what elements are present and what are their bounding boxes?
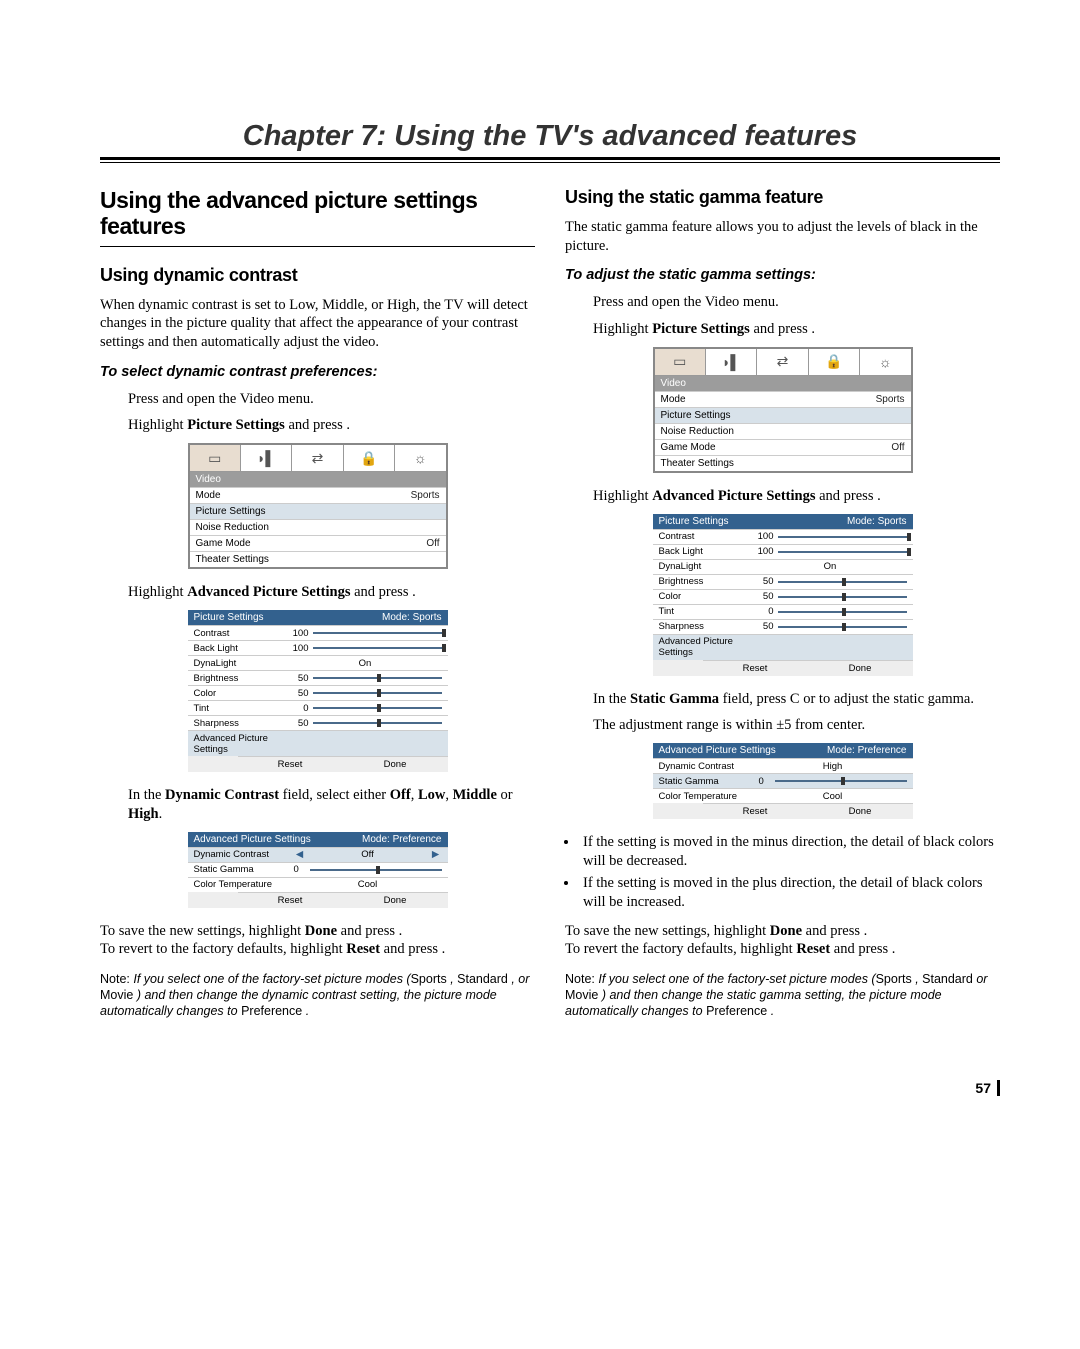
sg-save: To save the new settings, highlight Done… [565, 922, 1000, 959]
settings-row: Brightness50 [653, 574, 913, 589]
tab-audio-icon: ◗▌ [241, 445, 292, 471]
adv-row: Color TemperatureCool [653, 788, 913, 803]
sg-step2: Highlight Picture Settings and press . [593, 320, 1000, 339]
menu-row: ModeSports [190, 487, 446, 503]
settings-row: DynaLightOn [188, 655, 448, 670]
dc-step1: Press and open the Video menu. [128, 390, 535, 409]
adv-settings-2: Advanced Picture SettingsMode: Preferenc… [653, 743, 913, 819]
sg-step3: Highlight Advanced Picture Settings and … [593, 487, 1000, 506]
settings-row: Color50 [653, 589, 913, 604]
sg-note: Note: If you select one of the factory-s… [565, 971, 1000, 1020]
adv-row: Color TemperatureCool [188, 877, 448, 892]
dc-step2: Highlight Picture Settings and press . [128, 416, 535, 435]
tab-setup-icon: ⇄ [757, 349, 808, 375]
menu-row: Game ModeOff [190, 535, 446, 551]
done-btn: Done [343, 892, 448, 908]
settings-row: Brightness50 [188, 670, 448, 685]
picture-settings-1: Picture SettingsMode: Sports Contrast100… [188, 610, 448, 772]
done-btn: Done [808, 660, 913, 676]
ps-header: Picture SettingsMode: Sports [653, 514, 913, 529]
rule-thin [100, 162, 1000, 163]
menu-row: Picture Settings [190, 503, 446, 519]
sg-h3: To adjust the static gamma settings: [565, 267, 1000, 283]
dc-note: Note: If you select one of the factory-s… [100, 971, 535, 1020]
ps-header: Picture SettingsMode: Sports [188, 610, 448, 625]
menu-row: Theater Settings [655, 455, 911, 471]
ps-footer: Reset Done [188, 756, 448, 772]
sg-bul2: If the setting is moved in the plus dire… [579, 874, 1000, 911]
tab-gear-icon: ☼ [395, 445, 445, 471]
h1-underline [100, 246, 535, 247]
sg-step4: In the Static Gamma field, press C or to… [593, 690, 1000, 709]
sg-intro: The static gamma feature allows you to a… [565, 218, 1000, 255]
adv-row: Dynamic Contrast◀Off▶ [188, 847, 448, 862]
settings-row: Sharpness50 [188, 715, 448, 730]
settings-row: Tint0 [188, 700, 448, 715]
adv-footer: Reset Done [653, 803, 913, 819]
adv-header: Advanced Picture SettingsMode: Preferenc… [653, 743, 913, 758]
left-h1: Using the advanced picture settings feat… [100, 187, 535, 240]
reset-btn: Reset [703, 803, 808, 819]
aps-row: Advanced Picture Settings [188, 730, 448, 756]
menu-row: Game ModeOff [655, 439, 911, 455]
reset-btn: Reset [238, 892, 343, 908]
tab-gear-icon: ☼ [860, 349, 910, 375]
adv-row: Static Gamma0 [188, 862, 448, 877]
tab-setup-icon: ⇄ [292, 445, 343, 471]
adv-header: Advanced Picture SettingsMode: Preferenc… [188, 832, 448, 847]
picture-settings-2: Picture SettingsMode: Sports Contrast100… [653, 514, 913, 676]
sg-step1: Press and open the Video menu. [593, 293, 1000, 312]
chapter-title: Chapter 7: Using the TV's advanced featu… [100, 120, 1000, 153]
left-column: Using the advanced picture settings feat… [100, 187, 535, 1020]
settings-row: Color50 [188, 685, 448, 700]
dc-step4: In the Dynamic Contrast field, select ei… [128, 786, 535, 824]
rule-thick [100, 157, 1000, 160]
menu-row: Noise Reduction [190, 519, 446, 535]
video-menu-1: ▭ ◗▌ ⇄ 🔒 ☼ Video ModeSportsPicture Setti… [188, 443, 448, 569]
adv-row: Static Gamma0 [653, 773, 913, 788]
done-btn: Done [808, 803, 913, 819]
menu-tabs: ▭ ◗▌ ⇄ 🔒 ☼ [655, 349, 911, 376]
menu-row: Picture Settings [655, 407, 911, 423]
settings-row: Contrast100 [653, 529, 913, 544]
aps-row: Advanced Picture Settings [653, 634, 913, 660]
sg-range: The adjustment range is within ±5 from c… [593, 716, 1000, 735]
right-column: Using the static gamma feature The stati… [565, 187, 1000, 1020]
tab-lock-icon: 🔒 [809, 349, 860, 375]
menu-row: ModeSports [655, 391, 911, 407]
dc-save: To save the new settings, highlight Done… [100, 922, 535, 959]
sg-h2: Using the static gamma feature [565, 187, 1000, 208]
menu-row: Theater Settings [190, 551, 446, 567]
ps-footer: Reset Done [653, 660, 913, 676]
menu-tabs: ▭ ◗▌ ⇄ 🔒 ☼ [190, 445, 446, 472]
adv-footer: Reset Done [188, 892, 448, 908]
menu-header: Video [190, 472, 446, 487]
sg-bul1: If the setting is moved in the minus dir… [579, 833, 1000, 870]
tab-lock-icon: 🔒 [344, 445, 395, 471]
settings-row: Back Light100 [188, 640, 448, 655]
settings-row: Tint0 [653, 604, 913, 619]
settings-row: Contrast100 [188, 625, 448, 640]
settings-row: DynaLightOn [653, 559, 913, 574]
adv-settings-1: Advanced Picture SettingsMode: Preferenc… [188, 832, 448, 908]
dc-h3: To select dynamic contrast preferences: [100, 364, 535, 380]
reset-btn: Reset [703, 660, 808, 676]
adv-row: Dynamic ContrastHigh [653, 758, 913, 773]
sg-bullets: If the setting is moved in the minus dir… [579, 833, 1000, 911]
dc-intro: When dynamic contrast is set to Low, Mid… [100, 296, 535, 352]
done-btn: Done [343, 756, 448, 772]
settings-row: Back Light100 [653, 544, 913, 559]
page-number: 57 [100, 1080, 1000, 1096]
dc-h2: Using dynamic contrast [100, 265, 535, 286]
menu-row: Noise Reduction [655, 423, 911, 439]
tab-audio-icon: ◗▌ [706, 349, 757, 375]
settings-row: Sharpness50 [653, 619, 913, 634]
tab-video-icon: ▭ [655, 349, 706, 375]
dc-step3: Highlight Advanced Picture Settings and … [128, 583, 535, 602]
tab-video-icon: ▭ [190, 445, 241, 471]
menu-header: Video [655, 376, 911, 391]
reset-btn: Reset [238, 756, 343, 772]
video-menu-2: ▭ ◗▌ ⇄ 🔒 ☼ Video ModeSportsPicture Setti… [653, 347, 913, 473]
